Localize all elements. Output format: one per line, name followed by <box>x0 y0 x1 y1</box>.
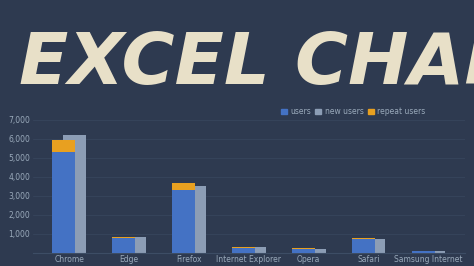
Bar <box>172 183 195 190</box>
Bar <box>232 248 255 253</box>
Bar <box>412 251 435 253</box>
Bar <box>292 248 315 249</box>
Bar <box>243 247 265 253</box>
Bar <box>112 237 135 238</box>
Bar <box>303 249 326 253</box>
Bar <box>352 239 374 253</box>
Bar <box>363 239 385 253</box>
Bar <box>183 186 206 253</box>
Bar <box>112 238 135 253</box>
Bar <box>292 249 315 253</box>
Legend: users, new users, repeat users: users, new users, repeat users <box>279 106 427 118</box>
Bar <box>63 135 86 253</box>
Bar <box>352 238 374 239</box>
Bar <box>123 237 146 253</box>
Bar <box>52 140 75 152</box>
Bar <box>423 251 446 253</box>
Bar <box>232 247 255 248</box>
Text: EXCEL CHART: EXCEL CHART <box>19 30 474 98</box>
Bar <box>52 152 75 253</box>
Bar <box>172 190 195 253</box>
